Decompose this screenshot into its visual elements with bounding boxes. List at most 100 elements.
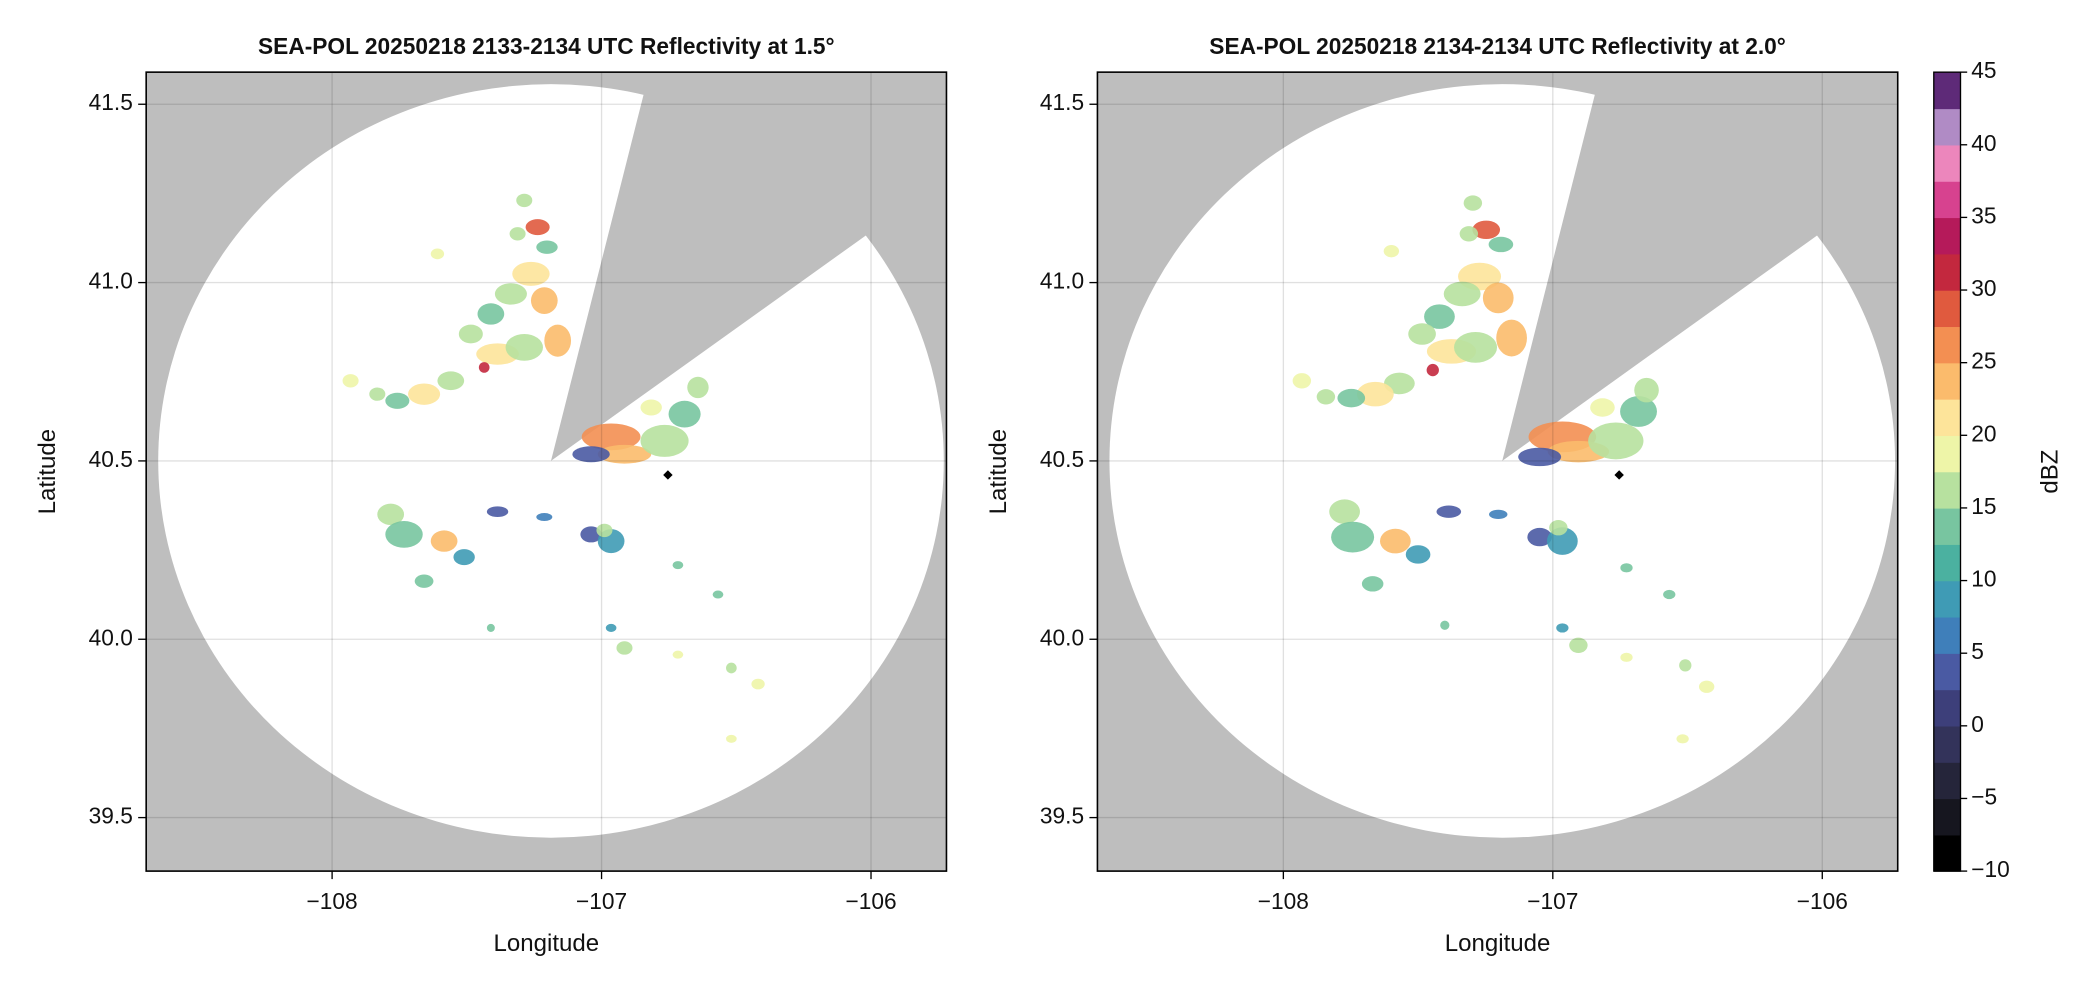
echo	[1496, 319, 1527, 357]
x-tick-label: −107	[576, 888, 627, 914]
colorbar-band	[1933, 326, 1961, 364]
echo	[1663, 589, 1676, 600]
echo	[1292, 373, 1312, 389]
colorbar-band	[1933, 435, 1961, 473]
y-axis-label: Latitude	[985, 429, 1012, 515]
echo	[437, 371, 465, 391]
echo	[453, 549, 475, 566]
echo	[1361, 576, 1384, 592]
colorbar-tick-label: 5	[1971, 638, 1984, 664]
x-tick-label: −106	[845, 888, 896, 914]
echo	[1331, 521, 1375, 553]
echo	[1316, 389, 1336, 405]
y-tick-label: 39.5	[1040, 803, 1084, 829]
panel: −108 −107 −106 39.5 40.0 40.5 41.0 41.5 SEA-POL …	[985, 33, 2064, 957]
echo	[726, 662, 737, 674]
colorbar-tick-label: 45	[1971, 57, 1996, 83]
echo	[414, 574, 434, 588]
colorbar-tick-label: −10	[1971, 856, 2010, 882]
plot-frame	[1096, 71, 1899, 872]
colorbar-band	[1933, 798, 1961, 836]
echo	[1356, 381, 1394, 407]
colorbar-band	[1933, 362, 1961, 400]
echo	[1436, 505, 1462, 518]
echo	[385, 521, 423, 548]
echo	[726, 734, 737, 743]
plot-area	[1097, 72, 1898, 872]
echo	[1620, 563, 1633, 573]
echo	[509, 227, 526, 241]
echo	[1482, 282, 1514, 314]
colorbar-band	[1933, 725, 1961, 763]
echo	[478, 362, 490, 373]
colorbar-tick-label: 30	[1971, 275, 1996, 301]
station-marker	[663, 470, 673, 480]
echo	[377, 503, 405, 526]
echo	[1588, 422, 1644, 460]
echo	[1405, 545, 1431, 564]
panel: −108 −107 −106 39.5 40.0 40.5 41.0 41.5 SEA-POL …	[34, 33, 948, 957]
echo	[1380, 528, 1411, 554]
blocked-sector	[1502, 72, 1898, 461]
echo	[516, 193, 533, 208]
chart-title: SEA-POL 20250218 2133-2134 UTC Reflectiv…	[258, 33, 835, 59]
x-tick-label: −107	[1527, 888, 1578, 914]
echo	[1698, 680, 1715, 693]
colorbar-band	[1933, 72, 1961, 110]
echo	[494, 283, 527, 305]
x-tick-label: −108	[307, 888, 358, 914]
echo	[712, 590, 724, 599]
echo	[1620, 652, 1633, 662]
y-tick-label: 40.5	[1040, 446, 1084, 472]
colorbar-band	[1933, 544, 1961, 582]
echo	[640, 399, 662, 416]
plot-frame	[145, 71, 948, 872]
echo	[1590, 398, 1615, 417]
chart-title: SEA-POL 20250218 2134-2134 UTC Reflectiv…	[1209, 33, 1786, 59]
colorbar-band	[1933, 398, 1961, 436]
colorbar-band	[1933, 108, 1961, 146]
plot-area	[146, 72, 947, 872]
colorbar-band	[1933, 217, 1961, 255]
y-tick-label: 41.5	[1040, 89, 1084, 115]
x-tick-label: −108	[1258, 888, 1309, 914]
echo	[530, 287, 558, 314]
echo	[1472, 220, 1501, 240]
echo	[1443, 281, 1481, 307]
colorbar-band	[1933, 834, 1961, 872]
echo	[1383, 245, 1400, 258]
echo	[1426, 363, 1439, 377]
colorbar-tick-label: 15	[1971, 493, 1996, 519]
echo	[596, 523, 613, 538]
echo	[505, 334, 543, 361]
colorbar-band	[1933, 762, 1961, 800]
echo	[486, 506, 509, 518]
echo	[536, 240, 558, 254]
x-axis-label: Longitude	[494, 930, 600, 957]
echo	[672, 650, 684, 659]
y-tick-label: 41.5	[89, 89, 133, 115]
echo	[668, 400, 701, 428]
colorbar-tick-label: 25	[1971, 348, 1996, 374]
echo	[687, 376, 709, 399]
colorbar-band	[1933, 471, 1961, 509]
echo	[1518, 447, 1562, 467]
y-tick-label: 40.0	[89, 624, 133, 650]
echo	[512, 261, 550, 286]
y-axis-label: Latitude	[34, 429, 61, 515]
y-tick-label: 40.5	[89, 446, 133, 472]
echo	[1620, 396, 1657, 427]
x-axis-label: Longitude	[1445, 930, 1551, 957]
colorbar-band	[1933, 144, 1961, 182]
echo	[597, 444, 652, 464]
echo	[572, 446, 610, 463]
colorbar-label: dBZ	[2037, 450, 2064, 494]
echo	[1679, 659, 1692, 672]
colorbar-tick-label: 20	[1971, 420, 1996, 446]
echo	[605, 623, 617, 632]
echo	[430, 530, 458, 552]
colorbar-tick-label: −5	[1971, 783, 1997, 809]
colorbar-band	[1933, 181, 1961, 219]
y-tick-label: 41.0	[89, 268, 133, 294]
